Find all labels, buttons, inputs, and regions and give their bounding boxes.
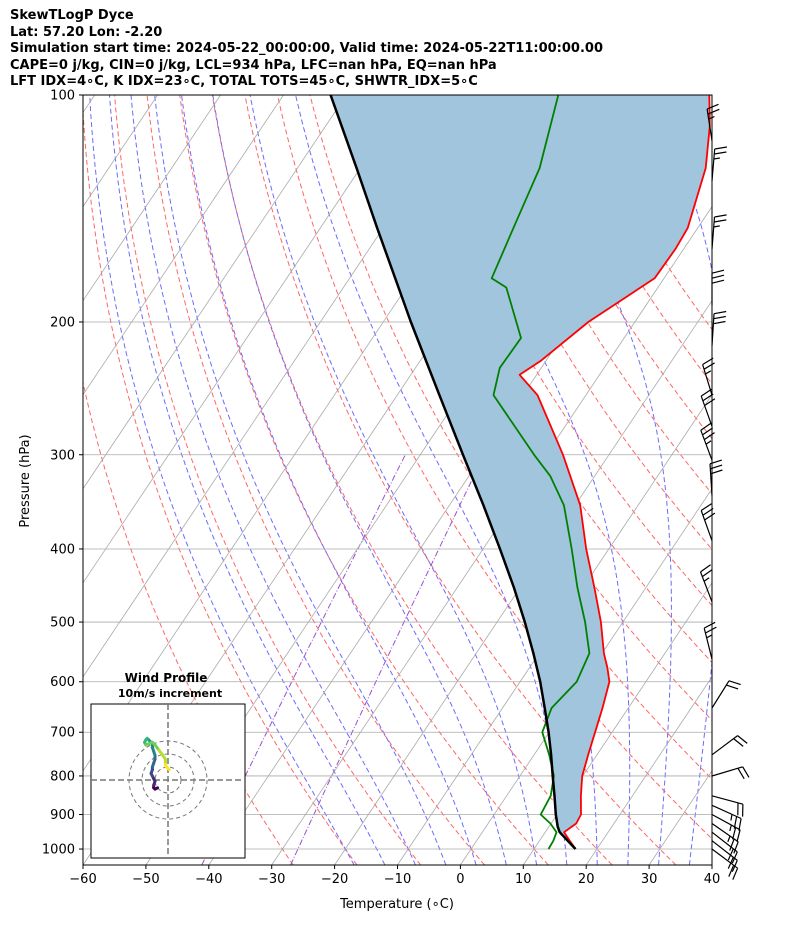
x-tick-label: −30 (258, 872, 285, 887)
stability-line: CAPE=0 j/kg, CIN=0 j/kg, LCL=934 hPa, LF… (10, 57, 497, 73)
wind-barb (711, 840, 738, 872)
wind-barb (706, 103, 720, 141)
dry-adiabat (83, 103, 358, 865)
moist-adiabat (249, 95, 537, 865)
wind-barb (711, 823, 739, 854)
x-tick-label: 10 (515, 872, 532, 887)
moist-adiabat (295, 95, 568, 865)
isotherm-line (334, 299, 712, 865)
x-tick-label: −50 (132, 872, 159, 887)
parcel-line (329, 95, 577, 850)
hodograph-subtitle: 10m/s increment (118, 687, 222, 700)
isotherm-line (397, 394, 712, 865)
isotherm-line (711, 864, 712, 865)
wind-barb (711, 214, 727, 249)
wind-barb (711, 310, 727, 346)
wind-barb (711, 813, 741, 842)
moist-adiabat (425, 95, 631, 865)
y-tick-label: 600 (50, 675, 75, 690)
dry-adiabat (439, 95, 712, 551)
dewpoint-line (490, 95, 591, 850)
y-tick-label: 400 (50, 542, 75, 557)
x-tick-label: 30 (641, 872, 658, 887)
isotherm-line (83, 95, 96, 114)
dry-adiabat (277, 95, 712, 840)
isotherm-line (83, 95, 284, 396)
cin-shading (330, 95, 710, 849)
time-line: Simulation start time: 2024-05-22_00:00:… (10, 41, 603, 56)
axis-ticks: −60 −50 −40 −30 −20 −10 0 10 20 30 40 1000 900 800 700… (42, 89, 720, 888)
wind-barb (711, 680, 741, 709)
title-block: SkewTLogP Dyce Lat: 57.20 Lon: -2.20 Sim… (10, 8, 790, 91)
x-tick-label: −40 (195, 872, 222, 887)
mixing-ratio-line (290, 454, 485, 865)
moist-adiabat (154, 95, 447, 865)
isotherm-line (522, 582, 712, 865)
y-axis-label: Pressure (hPa) (18, 434, 33, 527)
moist-adiabat (89, 95, 355, 865)
dry-adiabat (114, 95, 422, 865)
wind-barb (709, 459, 723, 496)
dry-adiabat (309, 95, 712, 780)
dry-adiabat (472, 95, 712, 495)
wind-barb (699, 564, 713, 603)
wind-barb (711, 831, 738, 864)
background-lines (83, 95, 712, 865)
dry-adiabat (83, 380, 294, 865)
dry-adiabat (179, 95, 549, 865)
y-tick-label: 700 (50, 726, 75, 741)
isotherm-line (460, 488, 712, 865)
hodograph-segment (165, 765, 171, 772)
wind-barb (711, 848, 739, 880)
wind-barb (700, 422, 715, 461)
wind-barb (711, 804, 742, 831)
profiles (329, 95, 711, 850)
x-tick-label: −20 (321, 872, 348, 887)
wind-barb (703, 621, 717, 660)
wind-barb (711, 269, 725, 306)
isotherm-line (83, 95, 410, 584)
hodograph-inset: Wind Profile 10m/s increment (90, 671, 246, 859)
isotherm-line (83, 95, 221, 302)
y-tick-label: 300 (50, 448, 75, 463)
wind-barb (711, 795, 744, 817)
y-tick-label: 500 (50, 616, 75, 631)
moist-adiabat (130, 95, 416, 865)
location-line: Lat: 57.20 Lon: -2.20 (10, 24, 163, 40)
moist-adiabat (212, 95, 507, 865)
x-tick-label: −60 (69, 872, 96, 887)
dry-adiabat (505, 95, 712, 440)
hodograph-title: Wind Profile (125, 671, 208, 685)
wind-barb (711, 146, 727, 181)
indices-line: LFT IDX=4∘C, K IDX=23∘C, TOTAL TOTS=45∘C… (10, 74, 478, 89)
isotherm-line (585, 676, 712, 865)
moist-adiabat (109, 95, 386, 865)
x-tick-label: −10 (384, 872, 411, 887)
x-tick-label: 20 (578, 872, 595, 887)
y-tick-label: 1000 (42, 843, 75, 858)
dry-adiabat (244, 95, 677, 865)
wind-barb (711, 735, 748, 756)
x-tick-label: 40 (704, 872, 721, 887)
y-tick-label: 100 (50, 89, 75, 104)
dry-adiabat (407, 95, 712, 607)
x-tick-label: 0 (456, 872, 464, 887)
moist-adiabat (181, 95, 477, 865)
y-tick-label: 800 (50, 769, 75, 784)
y-tick-label: 900 (50, 808, 75, 823)
x-axis-label: Temperature (∘C) (339, 897, 454, 912)
wind-barbs (699, 103, 750, 880)
wind-barb (700, 388, 716, 427)
wind-barb (700, 503, 716, 541)
temperature-line (518, 95, 711, 850)
isotherm-line (83, 95, 347, 490)
y-tick-label: 200 (50, 315, 75, 330)
wind-barb (702, 357, 715, 396)
wind-barb (711, 766, 750, 780)
chart-title: SkewTLogP Dyce (10, 8, 134, 23)
